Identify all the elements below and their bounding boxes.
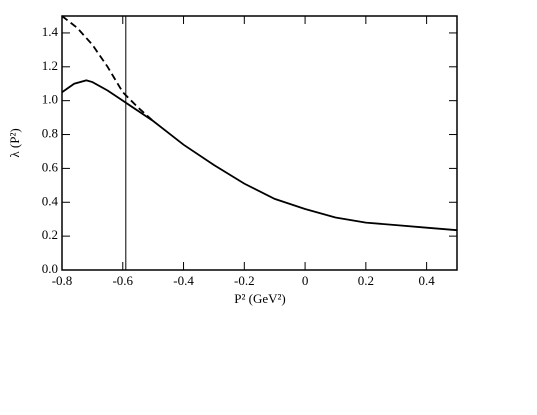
y-tick-label: 1.2: [42, 58, 58, 73]
y-tick-label: 0.2: [42, 227, 58, 242]
x-tick-label: -0.2: [234, 273, 255, 288]
x-tick-label: -0.4: [173, 273, 194, 288]
x-tick-label: -0.8: [52, 273, 73, 288]
y-tick-label: 1.0: [42, 92, 58, 107]
y-tick-label: 0.6: [42, 159, 59, 174]
y-axis-label: λ (P²): [7, 128, 22, 157]
plot-frame: [61, 15, 458, 271]
x-axis-label: P² (GeV²): [234, 291, 285, 306]
x-tick-label: -0.6: [112, 273, 133, 288]
y-tick-label: 0.4: [42, 193, 59, 208]
x-tick-label: 0.4: [418, 273, 435, 288]
y-tick-label: 0.0: [42, 261, 58, 276]
x-tick-label: 0: [302, 273, 309, 288]
x-tick-label: 0.2: [358, 273, 374, 288]
y-tick-label: 0.8: [42, 126, 58, 141]
series-line: [61, 15, 154, 122]
y-tick-label: 1.4: [42, 24, 59, 39]
series-line: [61, 79, 458, 232]
